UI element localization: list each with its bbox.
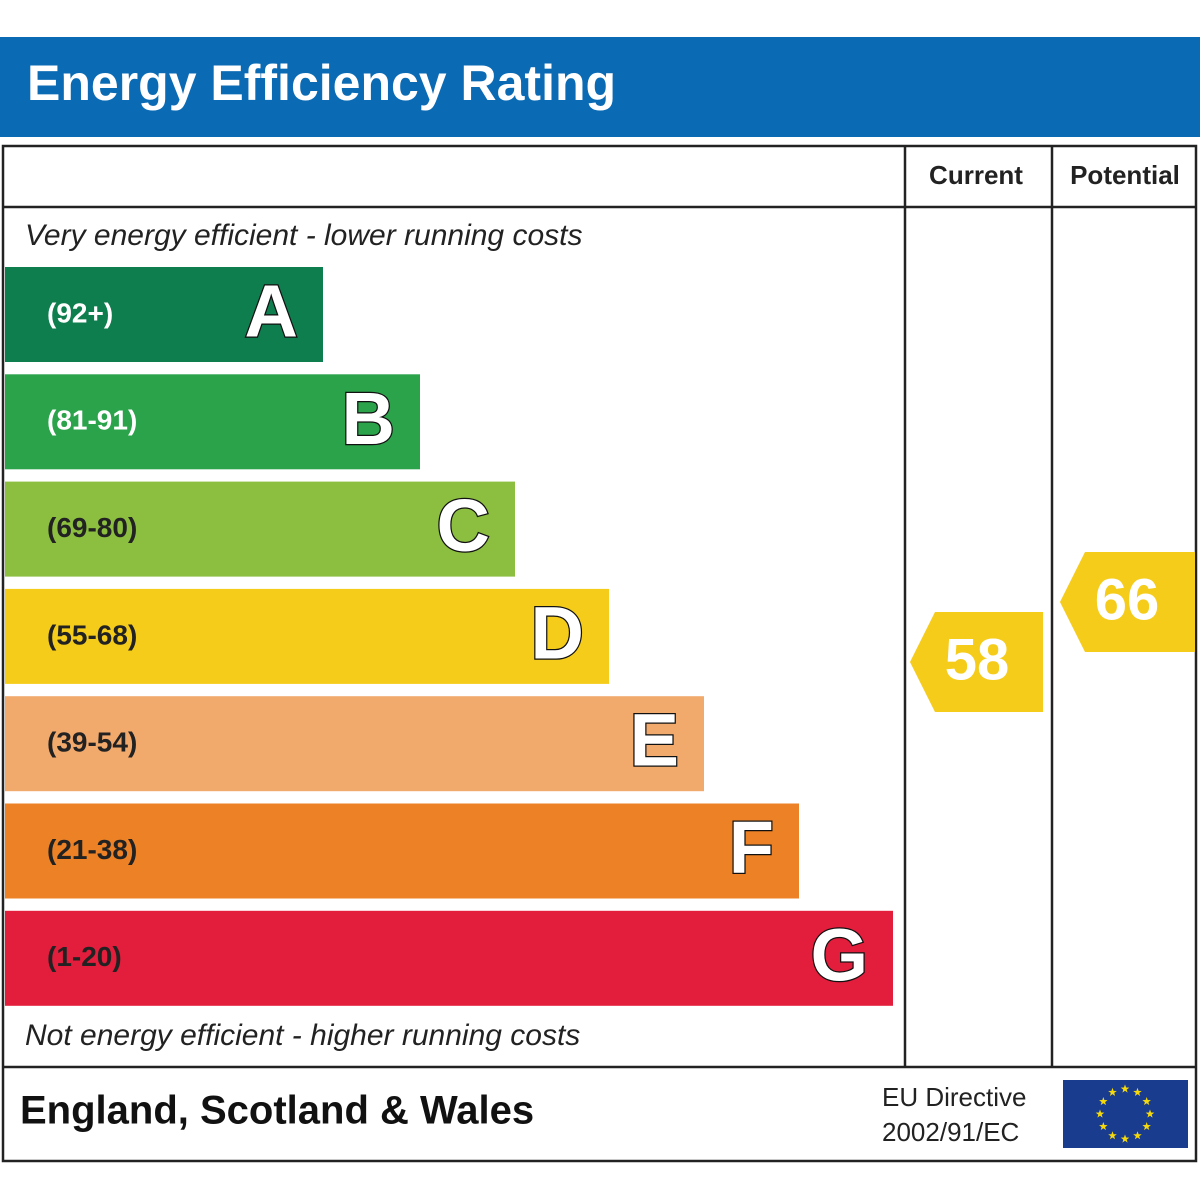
- band-bar: [5, 696, 704, 792]
- eu-star: [1099, 1097, 1108, 1106]
- eu-star: [1108, 1131, 1117, 1140]
- eu-star: [1145, 1109, 1155, 1118]
- band-letter: F: [729, 806, 774, 889]
- band-range: (81-91): [47, 405, 137, 436]
- band-bar: [5, 910, 893, 1006]
- band-range: (1-20): [47, 941, 122, 972]
- title: Energy Efficiency Rating: [27, 55, 616, 111]
- eu-star: [1095, 1109, 1105, 1118]
- title-bar: [0, 37, 1200, 137]
- band-letter: A: [245, 270, 298, 353]
- directive: EU Directive: [882, 1082, 1026, 1112]
- band-bar: [5, 267, 323, 362]
- band-letter: B: [342, 377, 395, 460]
- band-bar: [5, 803, 799, 899]
- band-range: (69-80): [47, 512, 137, 543]
- band-bar: [5, 481, 515, 577]
- band-range: (21-38): [47, 834, 137, 865]
- eu-star: [1108, 1087, 1117, 1096]
- bottom-note: Not energy efficient - higher running co…: [25, 1019, 580, 1052]
- band-letter: G: [810, 913, 868, 996]
- frame: [1, 144, 1198, 1163]
- band-range: (92+): [47, 297, 113, 328]
- current-header: Current: [929, 160, 1023, 190]
- top-note: Very energy efficient - lower running co…: [25, 219, 582, 252]
- eu-star: [1099, 1122, 1108, 1131]
- band-bar: [5, 374, 420, 470]
- current-arrow: [910, 612, 1043, 712]
- band-letter: D: [531, 591, 584, 674]
- region: England, Scotland & Wales: [20, 1089, 534, 1133]
- potential-rating: 66: [1095, 567, 1160, 632]
- current-rating: 58: [945, 627, 1010, 692]
- band-range: (55-68): [47, 619, 137, 650]
- band-range: (39-54): [47, 727, 137, 758]
- band-bar: [5, 588, 609, 684]
- band-letter: C: [437, 484, 490, 567]
- eu-star: [1133, 1131, 1142, 1140]
- potential-header: Potential: [1070, 160, 1180, 190]
- potential-arrow: [1060, 552, 1195, 652]
- eu-stars: [1095, 1084, 1155, 1143]
- eu-star: [1120, 1084, 1130, 1093]
- eu-star: [1133, 1087, 1142, 1096]
- eu-star: [1142, 1097, 1151, 1106]
- bands: (92+) A (81-91) B (69-80) C (55-68) D (39-54) E (2…: [5, 267, 893, 1006]
- eu-star: [1142, 1122, 1151, 1131]
- eu-star: [1120, 1134, 1130, 1143]
- directive-code: 2002/91/EC: [882, 1117, 1019, 1147]
- band-letter: E: [630, 699, 679, 782]
